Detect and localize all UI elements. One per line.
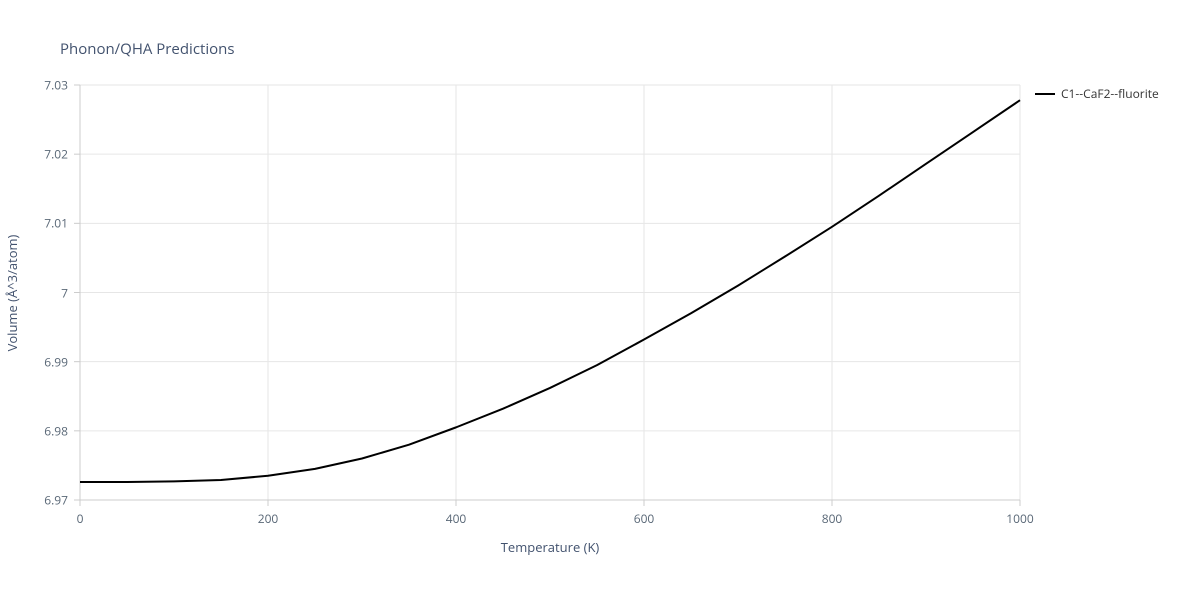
x-tick-label: 0: [77, 510, 84, 527]
legend-swatch: [1035, 93, 1055, 95]
y-tick-label: 7.03: [44, 77, 68, 94]
x-tick-label: 800: [822, 510, 843, 527]
x-tick-label: 400: [446, 510, 467, 527]
y-tick-label: 6.99: [44, 353, 68, 370]
legend: C1--CaF2--fluorite: [1035, 85, 1159, 102]
x-tick-label: 600: [634, 510, 655, 527]
series-line: [80, 100, 1020, 482]
y-tick-label: 6.98: [44, 422, 68, 439]
y-tick-label: 7: [61, 284, 68, 301]
y-tick-label: 7.01: [44, 215, 68, 232]
x-tick-label: 1000: [1006, 510, 1033, 527]
y-tick-label: 7.02: [44, 146, 68, 163]
legend-label: C1--CaF2--fluorite: [1061, 85, 1159, 102]
y-tick-label: 6.97: [44, 492, 68, 509]
chart-container: Phonon/QHA Predictions Volume (Å^3/atom)…: [0, 0, 1200, 600]
x-tick-label: 200: [258, 510, 279, 527]
